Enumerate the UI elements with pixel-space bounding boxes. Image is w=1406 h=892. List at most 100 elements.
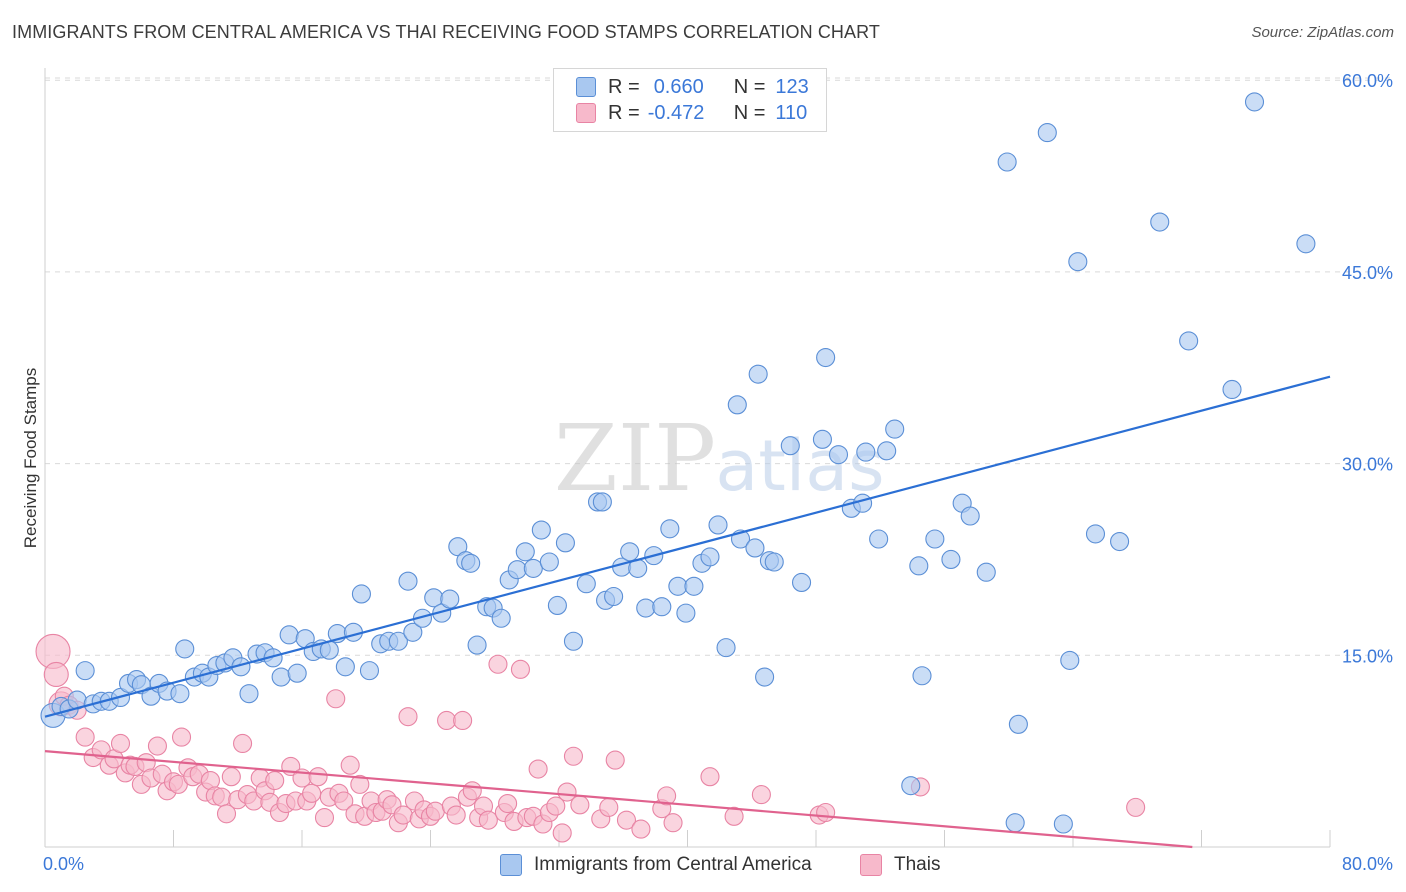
legend-n-label: N = <box>733 75 766 98</box>
watermark-atlas: atlas <box>715 425 884 507</box>
point-thais <box>657 786 677 806</box>
point-immigrants <box>1068 252 1088 272</box>
point-thais <box>398 707 418 727</box>
legend-row-immigrants: R = 0.660 N = 123 <box>576 75 809 99</box>
point-thais <box>340 755 360 775</box>
point-immigrants <box>1179 331 1199 351</box>
trend-lines <box>44 375 1331 849</box>
point-immigrants <box>976 562 996 582</box>
point-thais <box>212 787 232 807</box>
point-immigrants <box>271 667 291 687</box>
x-tick-label: 80.0% <box>1342 854 1393 874</box>
point-immigrants <box>716 638 736 658</box>
watermark: ZIP atlas <box>554 405 885 512</box>
source-credit: Source: ZipAtlas.com <box>1251 24 1394 41</box>
point-immigrants <box>660 519 680 539</box>
point-thais <box>724 806 744 826</box>
bottom-swatch-pink <box>860 854 882 876</box>
point-immigrants <box>1053 814 1073 834</box>
point-thais <box>425 801 445 821</box>
point-immigrants <box>912 666 932 686</box>
legend-n-value: 123 <box>775 75 809 98</box>
point-immigrants <box>440 589 460 609</box>
tick-labels: 15.0% 30.0% 45.0% 60.0% 0.0% 80.0% <box>43 71 1393 874</box>
legend-n-label: N = <box>733 101 766 124</box>
gridlines <box>45 77 1395 656</box>
chart-title: IMMIGRANTS FROM CENTRAL AMERICA VS THAI … <box>12 22 880 42</box>
point-immigrants <box>812 429 832 449</box>
legend-r-label: R = <box>608 75 640 98</box>
point-immigrants <box>75 661 95 681</box>
point-thais <box>326 689 346 709</box>
point-immigrants <box>1296 234 1316 254</box>
point-immigrants <box>1008 714 1028 734</box>
point-thais <box>147 736 167 756</box>
point-immigrants <box>909 556 929 576</box>
point-thais <box>302 783 322 803</box>
point-thais <box>216 804 237 824</box>
point-immigrants <box>816 347 836 368</box>
y-tick-label: 30.0% <box>1342 455 1393 475</box>
point-immigrants <box>885 419 905 439</box>
bottom-legend-label: Thais <box>894 854 941 875</box>
point-immigrants <box>555 533 575 553</box>
point-immigrants <box>755 667 775 687</box>
point-thais <box>350 774 370 794</box>
point-immigrants <box>592 492 612 512</box>
point-immigrants <box>791 572 812 593</box>
point-immigrants <box>547 595 567 616</box>
point-thais <box>563 746 584 766</box>
point-immigrants <box>877 441 897 461</box>
y-tick-label: 45.0% <box>1342 263 1393 283</box>
point-immigrants <box>960 506 980 526</box>
legend-r-value: -0.472 <box>647 101 705 124</box>
point-thais <box>1126 797 1146 817</box>
point-immigrants <box>684 576 704 596</box>
point-immigrants <box>531 520 551 540</box>
point-thais <box>43 661 69 688</box>
point-thais <box>314 808 335 828</box>
bottom-swatch-blue <box>500 854 522 876</box>
point-thais <box>462 781 482 801</box>
point-immigrants <box>576 574 596 594</box>
point-immigrants <box>764 552 784 572</box>
point-thais <box>110 733 131 754</box>
point-thais <box>171 727 192 747</box>
point-immigrants <box>388 631 408 651</box>
point-immigrants <box>467 635 487 655</box>
point-immigrants <box>491 608 511 628</box>
point-immigrants <box>1110 532 1130 552</box>
point-immigrants <box>279 625 299 645</box>
point-immigrants <box>636 598 656 618</box>
y-axis-label: Receiving Food Stamps <box>21 368 40 548</box>
point-thais <box>75 727 95 747</box>
point-thais <box>453 710 473 731</box>
legend-swatch-pink <box>576 103 596 123</box>
point-immigrants <box>175 639 195 659</box>
point-immigrants <box>748 364 768 384</box>
point-thais <box>557 782 577 802</box>
point-immigrants <box>604 586 624 607</box>
point-immigrants <box>620 542 640 562</box>
point-immigrants <box>745 538 765 558</box>
legend-n-value: 110 <box>775 101 808 124</box>
legend-swatch-blue <box>576 77 596 97</box>
point-immigrants <box>869 529 889 549</box>
point-thais <box>265 770 285 791</box>
point-thais <box>751 785 771 805</box>
legend-row-thais: R = -0.472 N = 110 <box>576 101 807 125</box>
point-immigrants <box>398 571 418 591</box>
point-immigrants <box>727 395 747 415</box>
point-thais <box>221 767 241 787</box>
point-immigrants <box>1060 650 1080 670</box>
point-thais <box>528 759 548 779</box>
point-immigrants <box>403 622 423 642</box>
point-thais <box>308 767 328 787</box>
point-thais <box>570 795 590 815</box>
point-immigrants <box>708 515 728 535</box>
data-points <box>35 92 1316 843</box>
point-thais <box>233 733 253 754</box>
point-immigrants <box>997 152 1017 172</box>
point-immigrants <box>563 631 584 651</box>
legend-r-label: R = <box>608 101 640 124</box>
